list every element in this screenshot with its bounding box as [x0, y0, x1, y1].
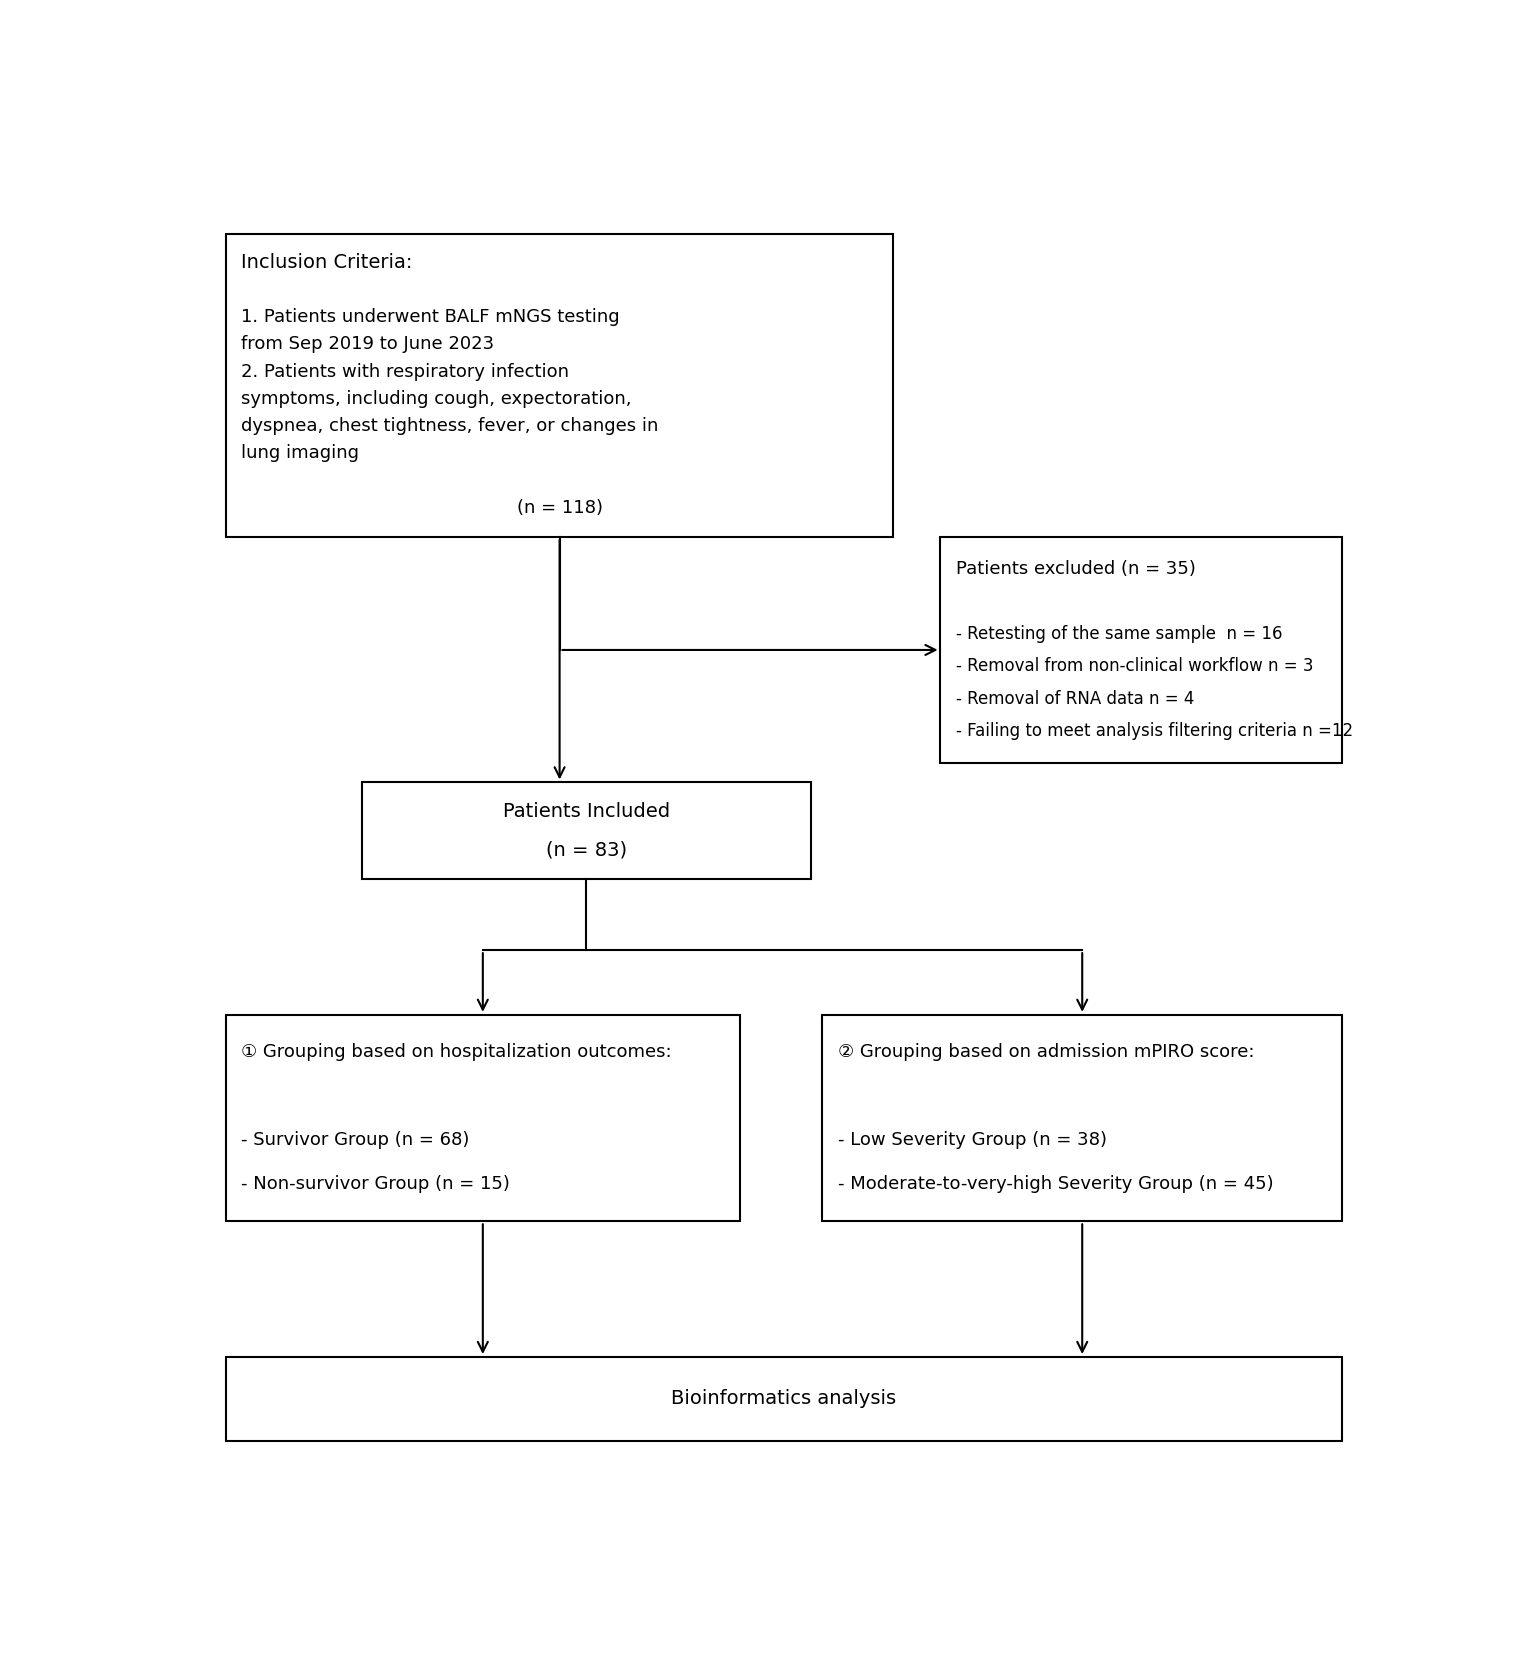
Text: - Survivor Group (n = 68): - Survivor Group (n = 68) — [241, 1130, 469, 1149]
Text: dyspnea, chest tightness, fever, or changes in: dyspnea, chest tightness, fever, or chan… — [241, 418, 658, 434]
Bar — [940, 537, 1343, 763]
Text: Bioinformatics analysis: Bioinformatics analysis — [672, 1390, 896, 1409]
Bar — [226, 233, 893, 537]
Text: - Removal from non-clinical workflow n = 3: - Removal from non-clinical workflow n =… — [956, 657, 1314, 676]
Text: from Sep 2019 to June 2023: from Sep 2019 to June 2023 — [241, 335, 494, 354]
Bar — [226, 1015, 739, 1221]
Text: 2. Patients with respiratory infection: 2. Patients with respiratory infection — [241, 362, 570, 381]
Text: ① Grouping based on hospitalization outcomes:: ① Grouping based on hospitalization outc… — [241, 1043, 672, 1062]
Bar — [823, 1015, 1343, 1221]
Text: - Retesting of the same sample  n = 16: - Retesting of the same sample n = 16 — [956, 626, 1282, 642]
Text: Inclusion Criteria:: Inclusion Criteria: — [241, 253, 413, 272]
Text: (n = 118): (n = 118) — [517, 498, 602, 517]
Text: - Failing to meet analysis filtering criteria n =12: - Failing to meet analysis filtering cri… — [956, 723, 1353, 740]
Text: ② Grouping based on admission mPIRO score:: ② Grouping based on admission mPIRO scor… — [838, 1043, 1254, 1062]
Text: - Non-survivor Group (n = 15): - Non-survivor Group (n = 15) — [241, 1176, 511, 1192]
Bar — [226, 1357, 1343, 1441]
Bar — [361, 781, 811, 879]
Text: (n = 83): (n = 83) — [546, 840, 626, 860]
Text: Patients Included: Patients Included — [503, 802, 669, 820]
Text: Patients excluded (n = 35): Patients excluded (n = 35) — [956, 560, 1196, 577]
Text: lung imaging: lung imaging — [241, 444, 360, 463]
Text: - Removal of RNA data n = 4: - Removal of RNA data n = 4 — [956, 689, 1195, 708]
Text: - Moderate-to-very-high Severity Group (n = 45): - Moderate-to-very-high Severity Group (… — [838, 1176, 1274, 1192]
Text: - Low Severity Group (n = 38): - Low Severity Group (n = 38) — [838, 1130, 1106, 1149]
Text: 1. Patients underwent BALF mNGS testing: 1. Patients underwent BALF mNGS testing — [241, 309, 620, 325]
Text: symptoms, including cough, expectoration,: symptoms, including cough, expectoration… — [241, 389, 632, 408]
